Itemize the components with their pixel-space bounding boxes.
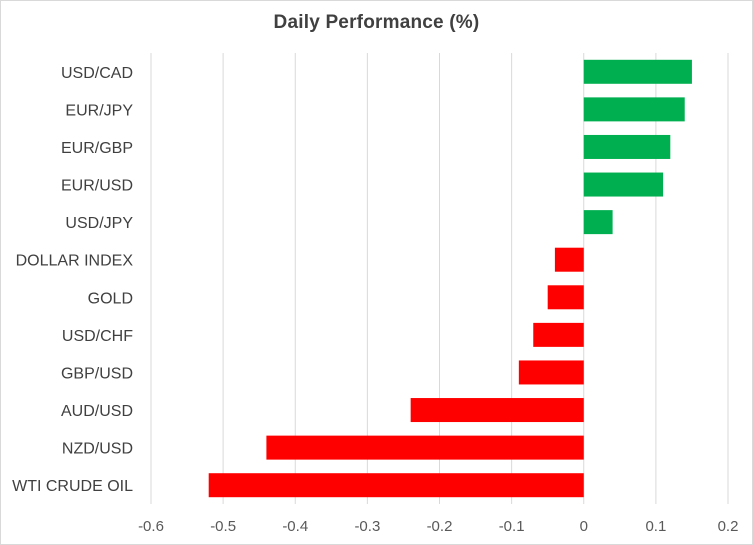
bar-gold	[547, 285, 584, 310]
bar-eur-jpy	[583, 97, 685, 122]
category-label: AUD/USD	[61, 403, 133, 420]
x-tick-label: -0.3	[354, 518, 380, 535]
x-axis-tick-labels: -0.6 -0.5 -0.4 -0.3 -0.2 -0.1 0 0.1 0.2	[138, 518, 738, 535]
bar-eur-usd	[583, 172, 664, 197]
bar-gbp-usd	[518, 360, 584, 385]
bar-usd-cad	[583, 59, 692, 84]
x-tick-label: -0.4	[282, 518, 308, 535]
bar-eur-gbp	[583, 134, 671, 159]
category-label: DOLLAR INDEX	[16, 253, 134, 270]
x-tick-label: 0.2	[718, 518, 739, 535]
category-label: NZD/USD	[62, 441, 133, 458]
category-label: EUR/JPY	[65, 102, 133, 119]
bars	[208, 59, 692, 498]
bar-aud-usd	[410, 398, 584, 423]
category-label: WTI CRUDE OIL	[12, 478, 133, 495]
category-label: EUR/GBP	[61, 140, 133, 157]
x-tick-label: 0	[580, 518, 588, 535]
bar-usd-jpy	[583, 210, 613, 235]
category-label: USD/CHF	[62, 328, 133, 345]
gridlines	[150, 53, 729, 504]
category-label: EUR/USD	[61, 178, 133, 195]
x-tick-label: -0.2	[427, 518, 453, 535]
category-label: USD/JPY	[65, 215, 133, 232]
bar-usd-chf	[533, 322, 584, 347]
chart-title: Daily Performance (%)	[273, 12, 480, 33]
bar-wti-crude-oil	[208, 473, 584, 498]
x-tick-label: -0.6	[138, 518, 164, 535]
category-label: GOLD	[88, 290, 133, 307]
bar-nzd-usd	[266, 435, 584, 460]
x-tick-label: 0.1	[645, 518, 666, 535]
x-tick-label: -0.1	[499, 518, 525, 535]
category-labels: USD/CAD EUR/JPY EUR/GBP EUR/USD USD/JPY DOLLA…	[12, 65, 133, 495]
category-label: USD/CAD	[61, 65, 133, 82]
x-tick-label: -0.5	[210, 518, 236, 535]
bar-dollar-index	[554, 247, 584, 272]
category-label: GBP/USD	[61, 365, 133, 382]
